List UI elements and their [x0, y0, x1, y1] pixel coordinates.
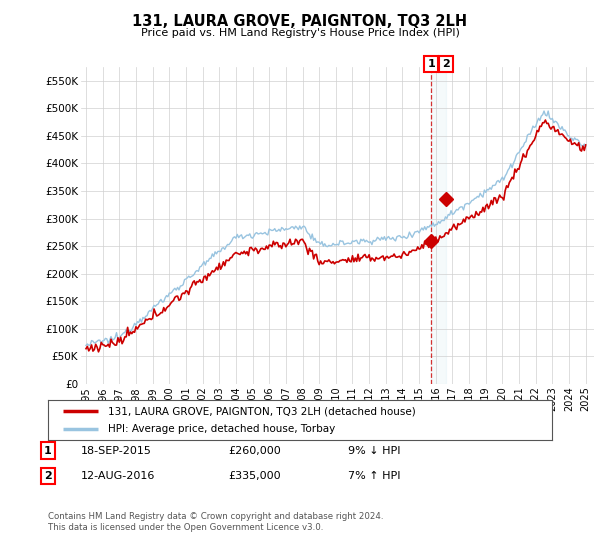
Text: 12-AUG-2016: 12-AUG-2016 [81, 471, 155, 481]
Text: HPI: Average price, detached house, Torbay: HPI: Average price, detached house, Torb… [109, 423, 336, 433]
Text: 2: 2 [44, 471, 52, 481]
Text: 131, LAURA GROVE, PAIGNTON, TQ3 2LH: 131, LAURA GROVE, PAIGNTON, TQ3 2LH [133, 14, 467, 29]
Text: £260,000: £260,000 [228, 446, 281, 456]
Text: 7% ↑ HPI: 7% ↑ HPI [348, 471, 401, 481]
Bar [431, 67, 446, 384]
Text: 18-SEP-2015: 18-SEP-2015 [81, 446, 152, 456]
Text: £335,000: £335,000 [228, 471, 281, 481]
Text: Contains HM Land Registry data © Crown copyright and database right 2024.
This d: Contains HM Land Registry data © Crown c… [48, 512, 383, 532]
Text: 2: 2 [442, 59, 450, 69]
Text: 1: 1 [427, 59, 435, 69]
Text: Price paid vs. HM Land Registry's House Price Index (HPI): Price paid vs. HM Land Registry's House … [140, 28, 460, 38]
Text: 131, LAURA GROVE, PAIGNTON, TQ3 2LH (detached house): 131, LAURA GROVE, PAIGNTON, TQ3 2LH (det… [109, 407, 416, 417]
Text: 9% ↓ HPI: 9% ↓ HPI [348, 446, 401, 456]
Text: 1: 1 [44, 446, 52, 456]
